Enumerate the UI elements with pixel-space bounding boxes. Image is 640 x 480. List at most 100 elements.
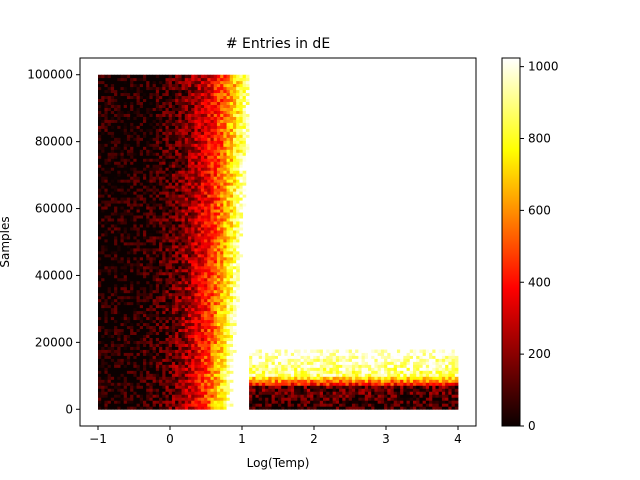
heatmap-cell xyxy=(207,337,211,341)
heatmap-cell xyxy=(104,131,109,135)
heatmap-cell xyxy=(229,203,234,207)
heatmap-cell xyxy=(188,352,192,356)
heatmap-cell xyxy=(165,367,170,371)
heatmap-cell xyxy=(120,221,125,225)
heatmap-cell xyxy=(194,125,199,129)
heatmap-cell xyxy=(136,388,141,392)
heatmap-cell xyxy=(165,176,170,180)
heatmap-cell xyxy=(107,322,112,327)
heatmap-cell xyxy=(107,355,112,359)
heatmap-cell xyxy=(197,212,202,216)
heatmap-cell xyxy=(159,98,163,103)
heatmap-cell xyxy=(171,74,176,79)
heatmap-cell xyxy=(114,289,118,294)
heatmap-cell xyxy=(168,152,173,156)
heatmap-cell xyxy=(181,176,186,180)
heatmap-cell xyxy=(107,206,112,210)
heatmap-cell xyxy=(181,328,186,333)
heatmap-cell xyxy=(165,358,170,362)
heatmap-cell xyxy=(184,239,189,243)
heatmap-cell xyxy=(171,322,176,327)
heatmap-cell xyxy=(194,367,199,371)
heatmap-cell xyxy=(178,376,182,380)
heatmap-cell xyxy=(188,95,192,100)
heatmap-cell xyxy=(175,209,179,213)
heatmap-cell xyxy=(98,253,102,258)
heatmap-cell xyxy=(207,170,211,174)
heatmap-cell xyxy=(171,242,176,246)
heatmap-cell xyxy=(168,191,173,195)
heatmap-cell xyxy=(165,322,170,327)
heatmap-cell xyxy=(216,340,221,344)
heatmap-cell xyxy=(223,116,227,120)
heatmap-cell xyxy=(149,301,154,306)
heatmap-cell xyxy=(191,265,195,270)
heatmap-cell xyxy=(171,265,176,270)
heatmap-cell xyxy=(171,209,176,213)
heatmap-cell xyxy=(191,391,195,395)
heatmap-cell xyxy=(162,137,166,141)
heatmap-cell xyxy=(236,170,240,174)
heatmap-cell xyxy=(213,361,218,365)
heatmap-cell xyxy=(159,83,163,88)
heatmap-cell xyxy=(236,149,240,153)
heatmap-cell xyxy=(210,277,215,282)
heatmap-cell xyxy=(210,304,215,309)
heatmap-cell xyxy=(171,101,176,105)
heatmap-cell xyxy=(120,286,125,291)
heatmap-cell xyxy=(139,334,144,338)
heatmap-cell xyxy=(107,137,112,141)
heatmap-cell xyxy=(126,385,131,389)
heatmap-cell xyxy=(168,137,173,141)
heatmap-cell xyxy=(159,173,163,177)
heatmap-cell xyxy=(197,310,202,315)
heatmap-cell xyxy=(191,295,195,300)
heatmap-cell xyxy=(191,373,195,377)
heatmap-cell xyxy=(130,104,134,108)
heatmap-cell xyxy=(149,370,154,374)
heatmap-cell xyxy=(194,107,199,111)
heatmap-cell xyxy=(239,197,244,201)
heatmap-cell xyxy=(178,247,182,252)
heatmap-cell xyxy=(233,134,237,138)
heatmap-cell xyxy=(226,352,231,356)
heatmap-cell xyxy=(104,188,109,192)
heatmap-cell xyxy=(223,134,227,138)
heatmap-cell xyxy=(210,328,215,333)
heatmap-cell xyxy=(152,307,157,312)
heatmap-cell xyxy=(207,188,211,192)
heatmap-cell xyxy=(220,164,224,168)
heatmap-cell xyxy=(143,83,147,88)
heatmap-cell xyxy=(143,268,147,273)
heatmap-cell xyxy=(120,343,125,347)
heatmap-cell xyxy=(139,122,144,126)
heatmap-cell xyxy=(200,349,205,353)
heatmap-cell xyxy=(149,364,154,368)
heatmap-cell xyxy=(191,301,195,306)
heatmap-cell xyxy=(194,328,199,333)
heatmap-cell xyxy=(229,310,234,315)
heatmap-cell xyxy=(136,283,141,288)
heatmap-cell xyxy=(245,149,250,153)
heatmap-cell xyxy=(136,250,141,255)
heatmap-cell xyxy=(168,406,173,410)
heatmap-cell xyxy=(226,89,231,94)
heatmap-cell xyxy=(143,295,147,300)
heatmap-cell xyxy=(110,400,115,404)
heatmap-cell xyxy=(133,104,137,108)
heatmap-cell xyxy=(152,194,157,198)
heatmap-cell xyxy=(114,271,118,276)
heatmap-cell xyxy=(236,206,240,210)
heatmap-cell xyxy=(226,379,231,383)
heatmap-cell xyxy=(143,340,147,344)
heatmap-cell xyxy=(239,188,244,192)
heatmap-cell xyxy=(207,289,211,294)
heatmap-cell xyxy=(130,406,134,410)
heatmap-cell xyxy=(229,104,234,108)
heatmap-cell xyxy=(136,373,141,377)
heatmap-cell xyxy=(178,256,182,261)
heatmap-cell xyxy=(149,212,154,216)
heatmap-cell xyxy=(133,313,137,318)
heatmap-cell xyxy=(117,289,121,294)
heatmap-cell xyxy=(213,98,218,103)
